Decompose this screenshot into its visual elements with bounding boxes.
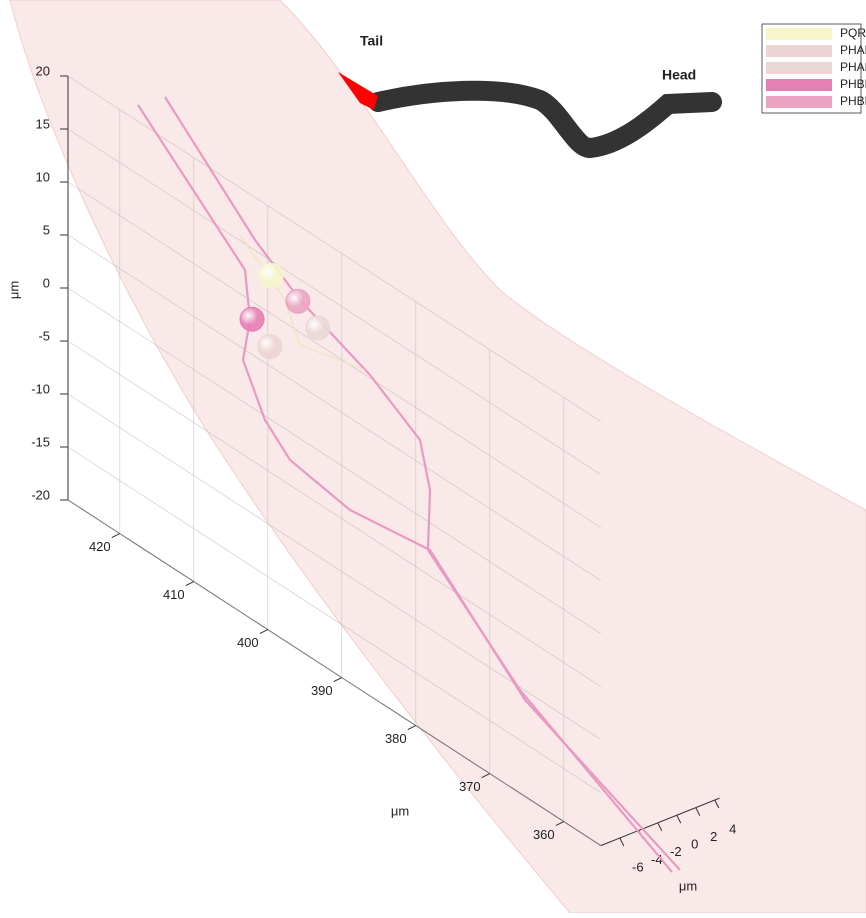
- worm-body: [378, 91, 712, 148]
- page: {"chart_data": {"type": "scatter3d", "an…: [0, 0, 866, 913]
- soma: [240, 307, 264, 331]
- z-tick-label: 20: [36, 63, 50, 78]
- tick-mark: [186, 582, 194, 586]
- legend-label: PQR: [840, 26, 866, 40]
- legend-label: PHBL: [840, 77, 866, 91]
- x-axis-label: μm: [391, 803, 409, 818]
- z-tick-label: -20: [31, 487, 50, 502]
- x-tick-label: 360: [533, 827, 555, 842]
- tick-mark: [408, 726, 416, 730]
- x-tick-label: 420: [89, 539, 111, 554]
- z-tick-label: -10: [31, 381, 50, 396]
- tick-mark: [112, 534, 120, 538]
- soma: [286, 289, 310, 313]
- legend-swatch: [766, 79, 832, 91]
- legend-label: PHAR: [840, 60, 866, 74]
- y-axis-label: μm: [679, 878, 697, 893]
- body-tube: [10, 0, 866, 913]
- y-tick-label: -2: [670, 844, 682, 859]
- z-tick-label: -5: [38, 328, 50, 343]
- chart: -20-15-10-505101520360370380390400410420…: [0, 0, 866, 913]
- annotation: Head: [662, 67, 696, 83]
- x-tick-label: 370: [459, 779, 481, 794]
- x-tick-label: 390: [311, 683, 333, 698]
- y-tick-label: 0: [691, 837, 698, 852]
- legend-swatch: [766, 45, 832, 57]
- legend-swatch: [766, 28, 832, 40]
- x-tick-label: 380: [385, 731, 407, 746]
- z-axis-label: μm: [6, 281, 21, 299]
- legend-label: PHBR: [840, 94, 866, 108]
- z-tick-label: 0: [43, 275, 50, 290]
- x-tick-label: 410: [163, 587, 185, 602]
- tick-mark: [334, 678, 342, 682]
- y-tick-label: 4: [729, 821, 736, 836]
- soma: [306, 316, 330, 340]
- y-tick-label: 2: [710, 829, 717, 844]
- z-tick-label: 10: [36, 169, 50, 184]
- legend-swatch: [766, 96, 832, 108]
- soma: [258, 335, 282, 359]
- tick-mark: [260, 630, 268, 634]
- z-tick-label: 5: [43, 222, 50, 237]
- x-tick-label: 400: [237, 635, 259, 650]
- z-tick-label: -15: [31, 434, 50, 449]
- legend-label: PHAL: [840, 43, 866, 57]
- legend-swatch: [766, 62, 832, 74]
- soma: [259, 264, 283, 288]
- z-tick-label: 15: [36, 116, 50, 131]
- y-tick-label: -6: [632, 859, 644, 874]
- annotation: Tail: [360, 33, 383, 49]
